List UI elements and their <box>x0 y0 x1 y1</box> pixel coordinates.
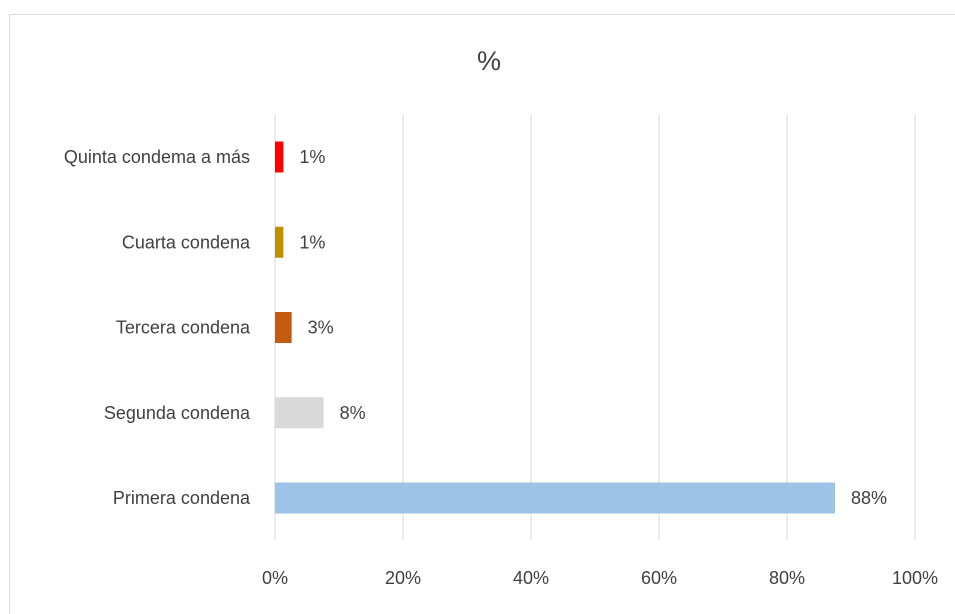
bar <box>275 397 324 429</box>
x-tick-label: 60% <box>641 568 677 588</box>
category-label: Primera condena <box>113 488 251 508</box>
bar <box>275 226 284 258</box>
category-label: Quinta condema a más <box>64 147 250 167</box>
x-axis-ticks: 0% 20% 40% 60% 80% 100% <box>262 568 938 588</box>
category-label: Cuarta condena <box>122 232 251 252</box>
x-tick-label: 80% <box>769 568 805 588</box>
x-tick-label: 40% <box>513 568 549 588</box>
data-label: 8% <box>340 403 366 423</box>
data-label: 1% <box>299 147 325 167</box>
category-label: Tercera condena <box>116 318 251 338</box>
bar-layer <box>275 141 835 514</box>
chart-title: % <box>477 46 501 76</box>
data-label: 1% <box>299 232 325 252</box>
bar-chart: % Primera condena 88% Segunda condena 8% Ter… <box>64 46 938 588</box>
grid-layer <box>274 114 916 540</box>
bar <box>275 482 835 514</box>
label-layer: Primera condena 88% Segunda condena 8% Terce… <box>64 147 887 508</box>
x-tick-label: 20% <box>385 568 421 588</box>
data-label: 3% <box>308 318 334 338</box>
data-label: 88% <box>851 488 887 508</box>
bar <box>275 141 284 173</box>
x-tick-label: 0% <box>262 568 288 588</box>
bar <box>275 312 292 343</box>
chart-frame <box>9 14 955 614</box>
category-label: Segunda condena <box>104 403 251 423</box>
x-tick-label: 100% <box>892 568 938 588</box>
